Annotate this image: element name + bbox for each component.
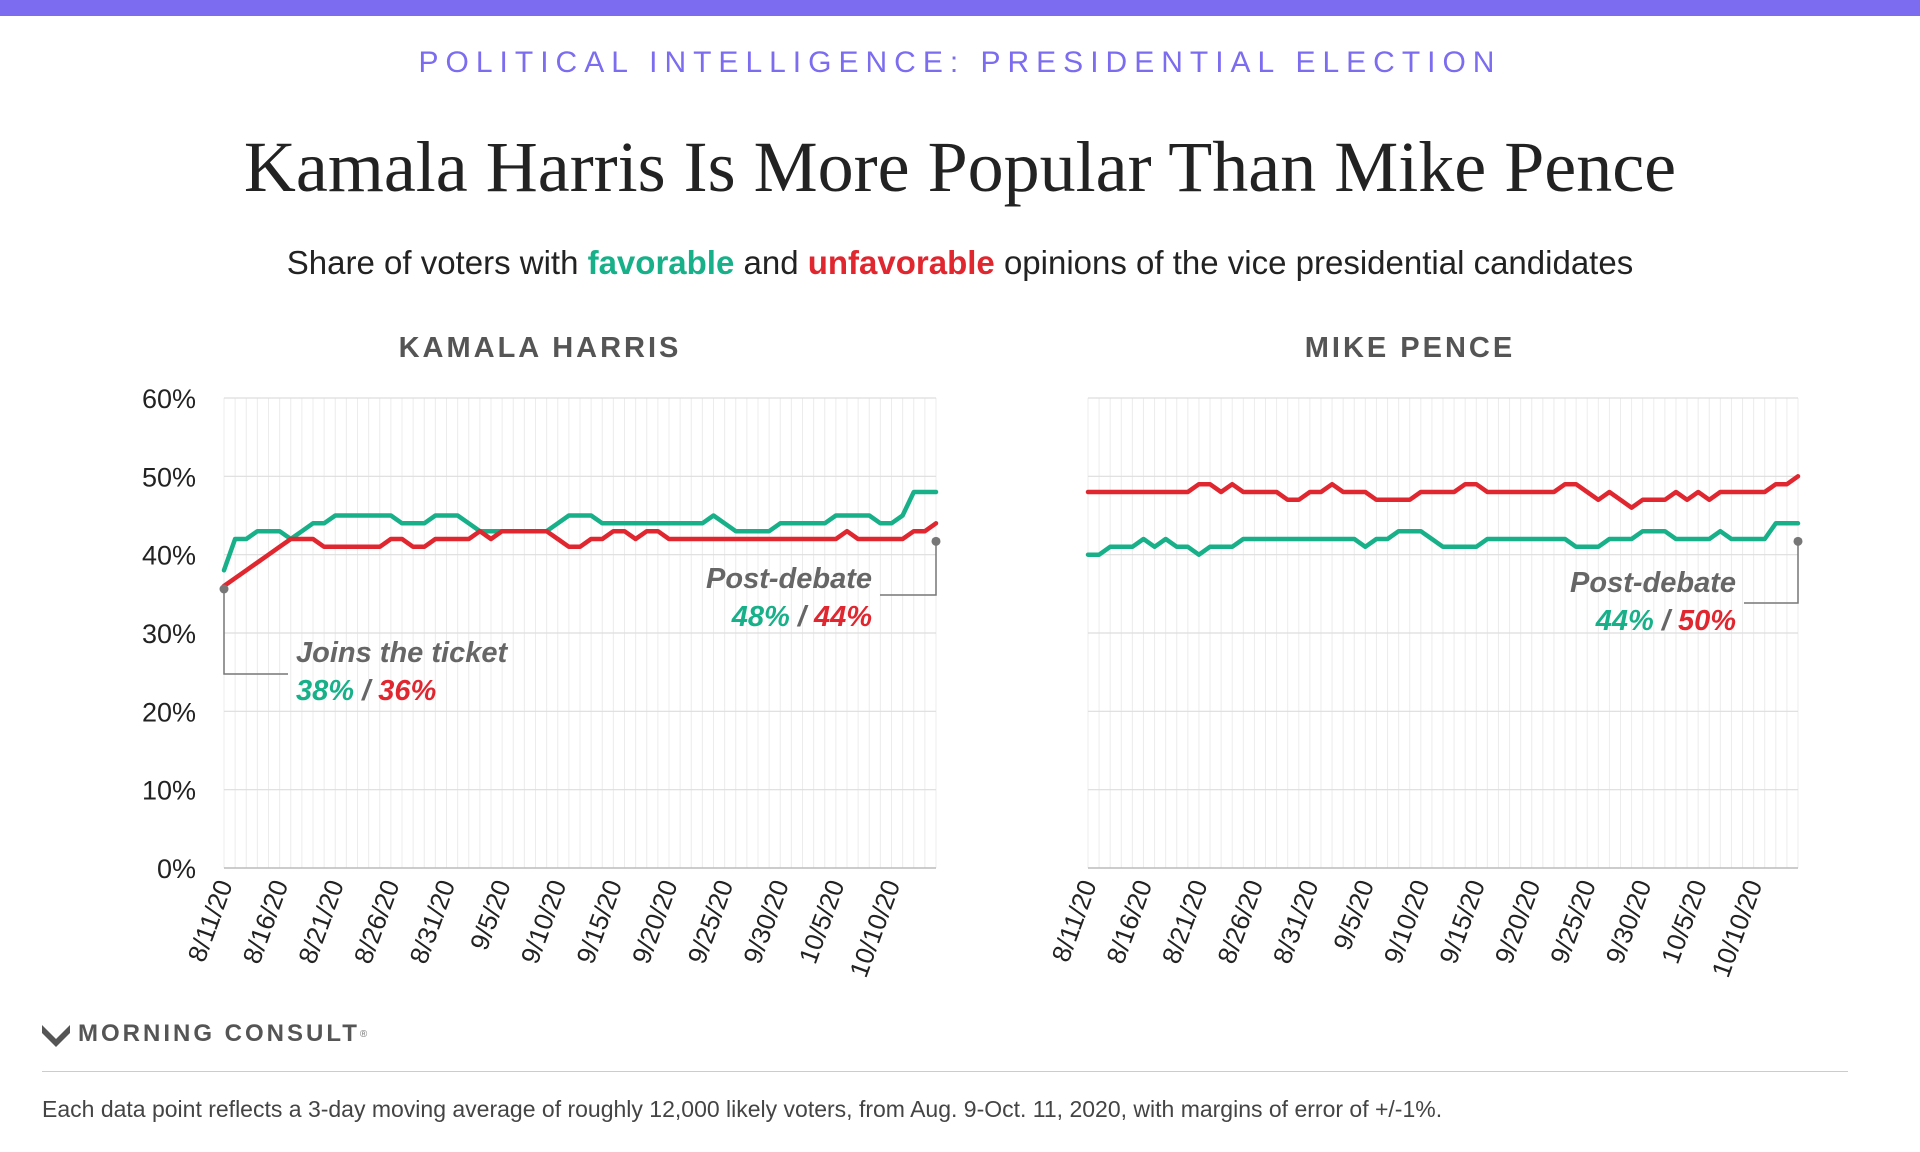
kicker: POLITICAL INTELLIGENCE: PRESIDENTIAL ELE…: [418, 46, 1502, 79]
chart-panel-1: 8/11/208/16/208/21/208/26/208/31/20 9/5/2…: [1045, 397, 1803, 981]
y-tick-label: 10%: [142, 776, 196, 806]
x-tick-label: 8/16/20: [1100, 876, 1158, 968]
top-accent-bar: [0, 0, 1920, 16]
morning-consult-logo-icon: [42, 1025, 70, 1047]
y-tick-label: 50%: [142, 462, 196, 492]
x-tick-label: 9/20/20: [1489, 876, 1547, 968]
panel-title-pence: MIKE PENCE: [1304, 332, 1516, 364]
annotation-values: 38% / 36%: [296, 675, 436, 707]
annotation-leader: [223, 589, 288, 675]
subtitle-post: opinions of the vice presidential candid…: [994, 244, 1634, 281]
y-tick-label: 30%: [142, 619, 196, 649]
annotation-label: Joins the ticket: [296, 637, 508, 669]
series-line-unfavorable: [221, 521, 939, 589]
annotation-favorable-value: 48%: [731, 601, 790, 633]
series-line-favorable: [221, 489, 939, 573]
y-tick-label: 20%: [142, 697, 196, 727]
logo-text: MORNING CONSULT: [78, 1020, 360, 1047]
series-line-favorable: [1085, 521, 1801, 557]
x-tick-label: 8/26/20: [1211, 876, 1269, 968]
x-tick-label: 9/30/20: [1599, 876, 1657, 968]
x-tick-label: 8/31/20: [1267, 876, 1325, 968]
annotation-unfavorable-value: 36%: [378, 675, 436, 707]
x-tick-label: 9/30/20: [737, 876, 795, 968]
annotation-unfavorable-value: 44%: [813, 601, 872, 633]
x-tick-label: 8/21/20: [292, 876, 350, 968]
x-tick-label: 8/16/20: [236, 876, 294, 968]
x-tick-label: 10/5/20: [1655, 876, 1713, 968]
annotation-unfavorable-value: 50%: [1678, 605, 1736, 637]
annotation-separator: /: [354, 675, 378, 707]
subtitle-favorable: favorable: [587, 244, 735, 281]
y-tick-label: 0%: [157, 854, 196, 884]
x-tick-label: 9/5/20: [464, 876, 517, 954]
subtitle-unfavorable: unfavorable: [807, 244, 995, 281]
chart-subtitle: Share of voters with favorable and unfav…: [0, 244, 1920, 282]
annotation-values: 44% / 50%: [1595, 605, 1736, 637]
footer-divider: [42, 1071, 1848, 1072]
x-tick-label: 9/25/20: [681, 876, 739, 968]
x-tick-label: 8/26/20: [348, 876, 406, 968]
chart-panel-0: 0% 10% 20% 30% 40% 50% 60% 8/11/208/16/208/21/2…: [142, 384, 941, 981]
footnote: Each data point reflects a 3-day moving …: [42, 1096, 1443, 1122]
annotation-label: Post-debate: [706, 563, 872, 595]
annotation-leader: [1744, 541, 1799, 604]
x-tick-label: 9/15/20: [1433, 876, 1491, 968]
annotation-label: Post-debate: [1570, 567, 1736, 599]
subtitle-pre: Share of voters with: [286, 244, 588, 281]
series-line-unfavorable: [1085, 474, 1801, 510]
x-tick-label: 8/11/20: [1045, 876, 1102, 966]
morning-consult-logo: MORNING CONSULT ®: [42, 1018, 367, 1050]
x-tick-label: 8/31/20: [403, 876, 461, 968]
annotation-separator: /: [790, 601, 814, 633]
x-tick-label: 9/20/20: [626, 876, 684, 968]
logo-mark: ®: [359, 1028, 368, 1040]
annotation-favorable-value: 38%: [296, 675, 354, 707]
annotation-leader: [880, 541, 937, 596]
x-tick-label: 10/10/20: [1705, 876, 1768, 981]
x-tick-label: 9/5/20: [1327, 876, 1380, 954]
x-tick-label: 9/15/20: [570, 876, 628, 968]
x-tick-label: 10/5/20: [793, 876, 851, 968]
x-tick-label: 9/10/20: [1378, 876, 1436, 968]
x-tick-label: 8/21/20: [1156, 876, 1214, 968]
chart-title: Kamala Harris Is More Popular Than Mike …: [243, 127, 1677, 207]
x-tick-label: 9/10/20: [515, 876, 573, 968]
y-tick-label: 60%: [142, 384, 196, 414]
y-tick-label: 40%: [142, 541, 196, 571]
annotation-values: 48% / 44%: [731, 601, 872, 633]
panel-title-harris: KAMALA HARRIS: [398, 332, 682, 364]
subtitle-mid: and: [734, 244, 808, 281]
x-tick-label: 8/11/20: [181, 876, 238, 966]
annotation-separator: /: [1654, 605, 1678, 637]
x-tick-label: 10/10/20: [843, 876, 906, 981]
annotation-favorable-value: 44%: [1595, 605, 1654, 637]
x-tick-label: 9/25/20: [1544, 876, 1602, 968]
